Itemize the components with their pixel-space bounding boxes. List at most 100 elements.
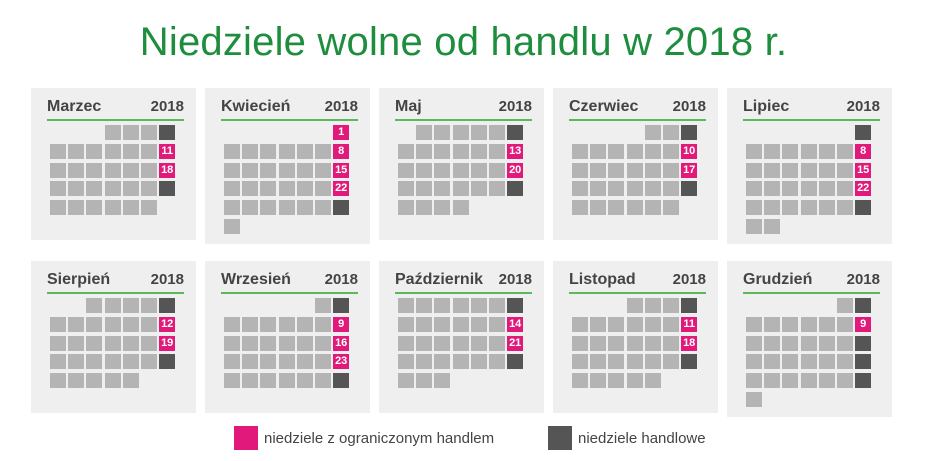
day-cell bbox=[224, 354, 240, 370]
day-cell bbox=[104, 143, 121, 159]
day-cell bbox=[470, 298, 487, 313]
day-cell bbox=[837, 354, 853, 370]
restricted-sunday-cell: 22 bbox=[855, 181, 872, 197]
day-cell bbox=[590, 143, 607, 159]
month-card: Lipiec 2018 8 15 22 bbox=[727, 88, 892, 244]
day-cell bbox=[746, 143, 762, 159]
day-cell bbox=[141, 354, 157, 370]
month-card: Październik 2018 14 21 bbox=[379, 261, 544, 413]
day-cell bbox=[572, 316, 588, 332]
month-underline bbox=[221, 119, 358, 121]
trading-sunday-cell bbox=[681, 354, 698, 370]
trading-sunday-cell bbox=[333, 298, 350, 313]
month-year: 2018 bbox=[846, 271, 880, 288]
trading-sunday-cell bbox=[681, 125, 698, 140]
day-cell bbox=[278, 143, 295, 159]
day-cell bbox=[122, 143, 139, 159]
day-cell bbox=[608, 162, 625, 178]
month-name: Marzec bbox=[47, 98, 102, 115]
day-cell bbox=[224, 162, 240, 178]
day-cell bbox=[782, 316, 799, 332]
day-cell bbox=[260, 181, 277, 197]
day-cell bbox=[122, 200, 139, 216]
month-year: 2018 bbox=[498, 271, 532, 288]
day-cell bbox=[86, 354, 103, 370]
day-cell bbox=[746, 219, 762, 234]
day-cell bbox=[398, 181, 414, 197]
day-cell bbox=[278, 335, 295, 351]
day-cell bbox=[590, 181, 607, 197]
day-cell bbox=[489, 316, 505, 332]
day-cell bbox=[764, 219, 781, 234]
day-cell bbox=[470, 354, 487, 370]
month-name: Kwiecień bbox=[221, 98, 291, 115]
day-cell bbox=[590, 316, 607, 332]
restricted-sunday-cell: 19 bbox=[159, 335, 176, 351]
day-cell bbox=[141, 143, 157, 159]
day-cell bbox=[764, 335, 781, 351]
day-cell bbox=[837, 298, 853, 313]
day-cell bbox=[489, 181, 505, 197]
day-cell bbox=[608, 354, 625, 370]
day-cell bbox=[278, 181, 295, 197]
day-cell bbox=[315, 200, 331, 216]
month-card: Marzec 2018 11 18 bbox=[31, 88, 196, 240]
restricted-sunday-cell: 20 bbox=[507, 162, 524, 178]
day-cell bbox=[398, 316, 414, 332]
day-cell bbox=[837, 162, 853, 178]
day-cell bbox=[122, 316, 139, 332]
day-cell bbox=[746, 392, 762, 407]
day-cell bbox=[260, 335, 277, 351]
day-cell bbox=[608, 200, 625, 216]
day-cell bbox=[452, 316, 469, 332]
day-cell bbox=[242, 316, 259, 332]
day-cell bbox=[572, 143, 588, 159]
day-cell bbox=[141, 316, 157, 332]
trading-sunday-cell bbox=[855, 125, 872, 140]
day-cell bbox=[122, 335, 139, 351]
day-cell bbox=[260, 143, 277, 159]
day-cell bbox=[278, 354, 295, 370]
day-cell bbox=[626, 298, 643, 313]
trading-sunday-cell bbox=[159, 354, 176, 370]
day-cell bbox=[141, 335, 157, 351]
day-cell bbox=[68, 200, 85, 216]
month-year: 2018 bbox=[672, 271, 706, 288]
day-cell bbox=[818, 143, 835, 159]
day-cell bbox=[315, 373, 331, 389]
day-cell bbox=[572, 181, 588, 197]
day-cell bbox=[224, 181, 240, 197]
day-cell bbox=[782, 373, 799, 389]
day-cell bbox=[224, 335, 240, 351]
day-cell bbox=[224, 316, 240, 332]
day-cell bbox=[644, 162, 661, 178]
day-cell bbox=[626, 162, 643, 178]
trading-sunday-cell bbox=[855, 200, 872, 216]
day-cell bbox=[398, 143, 414, 159]
day-cell bbox=[764, 316, 781, 332]
day-cell bbox=[315, 354, 331, 370]
day-cell bbox=[122, 125, 139, 140]
day-cell bbox=[800, 335, 817, 351]
day-cell bbox=[452, 143, 469, 159]
day-cell bbox=[837, 373, 853, 389]
day-cell bbox=[663, 335, 679, 351]
month-name: Lipiec bbox=[743, 98, 790, 115]
day-cell bbox=[242, 143, 259, 159]
day-cell bbox=[242, 200, 259, 216]
day-cell bbox=[764, 162, 781, 178]
day-cell bbox=[746, 181, 762, 197]
day-cell bbox=[50, 200, 66, 216]
month-year: 2018 bbox=[846, 98, 880, 115]
day-cell bbox=[416, 298, 433, 313]
day-cell bbox=[122, 298, 139, 313]
month-year: 2018 bbox=[150, 98, 184, 115]
day-cell bbox=[470, 143, 487, 159]
day-cell bbox=[50, 162, 66, 178]
day-cell bbox=[572, 200, 588, 216]
day-cell bbox=[104, 354, 121, 370]
day-cell bbox=[663, 316, 679, 332]
day-cell bbox=[800, 143, 817, 159]
day-cell bbox=[626, 316, 643, 332]
